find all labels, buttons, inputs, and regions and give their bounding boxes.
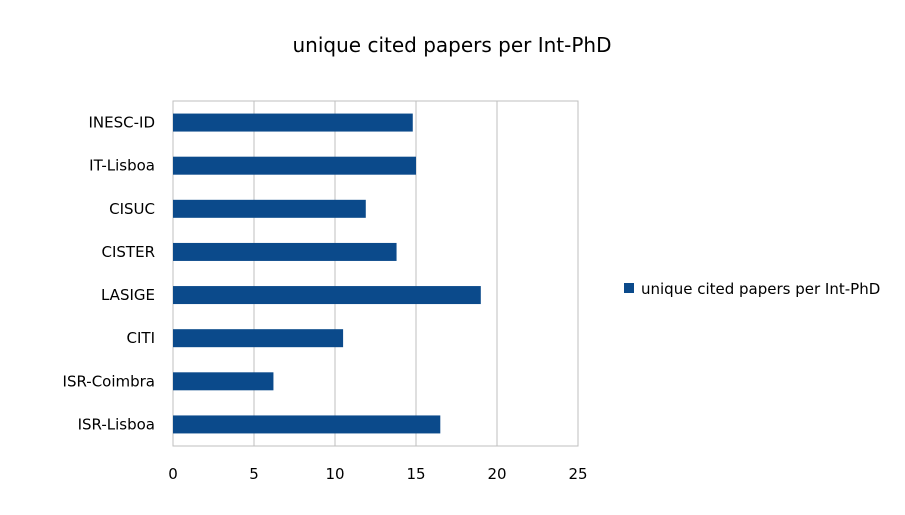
legend: unique cited papers per Int-PhD — [624, 280, 880, 298]
bar — [173, 329, 344, 348]
category-label: CISUC — [109, 200, 155, 218]
category-label: IT-Lisboa — [89, 157, 155, 175]
x-tick-label: 20 — [487, 465, 506, 483]
chart-title: unique cited papers per Int-PhD — [293, 33, 612, 57]
category-label: INESC-ID — [88, 114, 155, 132]
bar — [173, 113, 413, 132]
category-label: CISTER — [102, 243, 155, 261]
bar — [173, 242, 397, 261]
x-tick-labels: 0 5 10 15 20 25 — [168, 465, 587, 483]
x-tick-label: 15 — [406, 465, 425, 483]
legend-swatch — [624, 283, 634, 293]
bar-series — [173, 113, 481, 434]
category-label: CITI — [127, 329, 155, 347]
category-label: LASIGE — [101, 286, 155, 304]
bar — [173, 156, 416, 175]
category-label: ISR-Coimbra — [63, 372, 155, 390]
plot-area — [172, 100, 579, 447]
x-tick-label: 25 — [568, 465, 587, 483]
legend-label: unique cited papers per Int-PhD — [641, 280, 880, 298]
bar — [173, 372, 274, 391]
category-labels: INESC-ID IT-Lisboa CISUC CISTER LASIGE CITI IS… — [63, 114, 155, 434]
bar — [173, 286, 481, 305]
x-tick-label: 10 — [325, 465, 344, 483]
grid-lines — [172, 101, 579, 446]
bar — [173, 199, 366, 218]
category-label: ISR-Lisboa — [78, 415, 155, 433]
x-tick-label: 5 — [249, 465, 259, 483]
bar — [173, 415, 441, 434]
x-tick-label: 0 — [168, 465, 178, 483]
